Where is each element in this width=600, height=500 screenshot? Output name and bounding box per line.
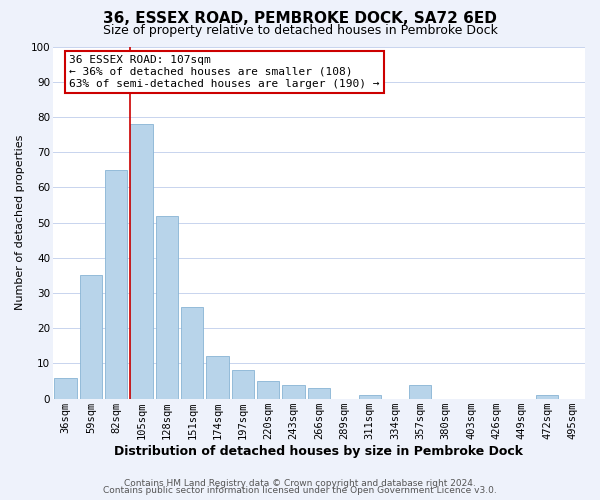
Text: Contains HM Land Registry data © Crown copyright and database right 2024.: Contains HM Land Registry data © Crown c… <box>124 478 476 488</box>
Bar <box>409 384 431 398</box>
Bar <box>536 395 558 398</box>
Bar <box>130 124 153 398</box>
Bar <box>232 370 254 398</box>
Bar <box>55 378 77 398</box>
Bar <box>359 395 381 398</box>
Text: Contains public sector information licensed under the Open Government Licence v3: Contains public sector information licen… <box>103 486 497 495</box>
Y-axis label: Number of detached properties: Number of detached properties <box>15 135 25 310</box>
Bar <box>181 307 203 398</box>
Text: Size of property relative to detached houses in Pembroke Dock: Size of property relative to detached ho… <box>103 24 497 37</box>
Text: 36 ESSEX ROAD: 107sqm
← 36% of detached houses are smaller (108)
63% of semi-det: 36 ESSEX ROAD: 107sqm ← 36% of detached … <box>70 56 380 88</box>
Bar <box>308 388 330 398</box>
Bar <box>80 276 102 398</box>
Bar <box>156 216 178 398</box>
Bar <box>206 356 229 399</box>
X-axis label: Distribution of detached houses by size in Pembroke Dock: Distribution of detached houses by size … <box>115 444 523 458</box>
Bar <box>283 384 305 398</box>
Bar <box>257 381 280 398</box>
Bar <box>105 170 127 398</box>
Text: 36, ESSEX ROAD, PEMBROKE DOCK, SA72 6ED: 36, ESSEX ROAD, PEMBROKE DOCK, SA72 6ED <box>103 11 497 26</box>
